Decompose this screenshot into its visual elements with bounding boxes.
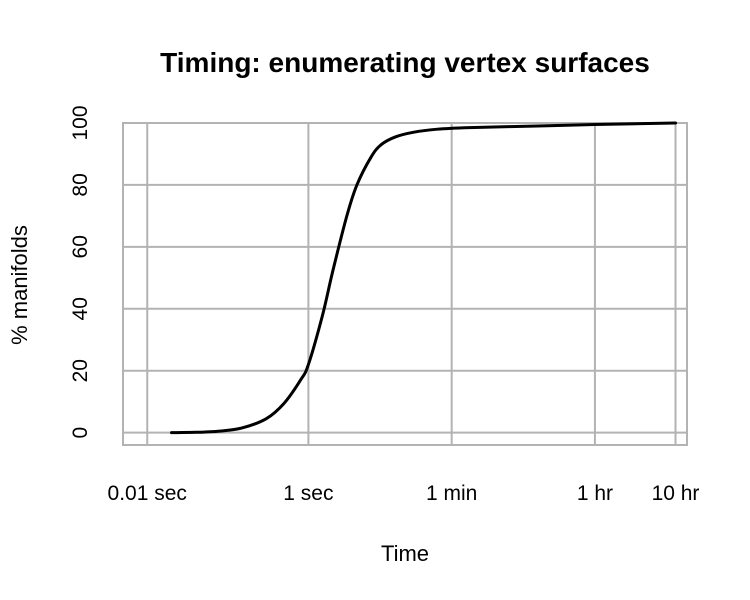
y-axis-title: % manifolds (7, 225, 32, 345)
plot-area (122, 122, 688, 446)
x-axis-title: Time (381, 541, 429, 566)
y-tick-label: 40 (69, 297, 92, 320)
x-tick-label: 0.01 sec (108, 482, 187, 505)
grid (123, 122, 687, 445)
x-tick-label: 1 sec (283, 482, 333, 505)
x-tick-label: 1 min (426, 482, 477, 505)
y-tick-label: 80 (69, 173, 92, 196)
chart-title: Timing: enumerating vertex surfaces (160, 47, 650, 78)
y-tick-label: 20 (69, 359, 92, 382)
x-tick-label: 1 hr (577, 482, 613, 505)
y-axis-ticks: 0 20 40 60 80 100 (69, 105, 92, 438)
y-tick-label: 60 (69, 235, 92, 258)
y-tick-label: 0 (69, 427, 92, 439)
series-line (170, 121, 678, 435)
x-axis-ticks: 0.01 sec 1 sec 1 min 1 hr 10 hr (108, 482, 700, 505)
x-tick-label: 10 hr (652, 482, 700, 505)
y-tick-label: 100 (69, 105, 92, 140)
series-layer (170, 121, 678, 435)
